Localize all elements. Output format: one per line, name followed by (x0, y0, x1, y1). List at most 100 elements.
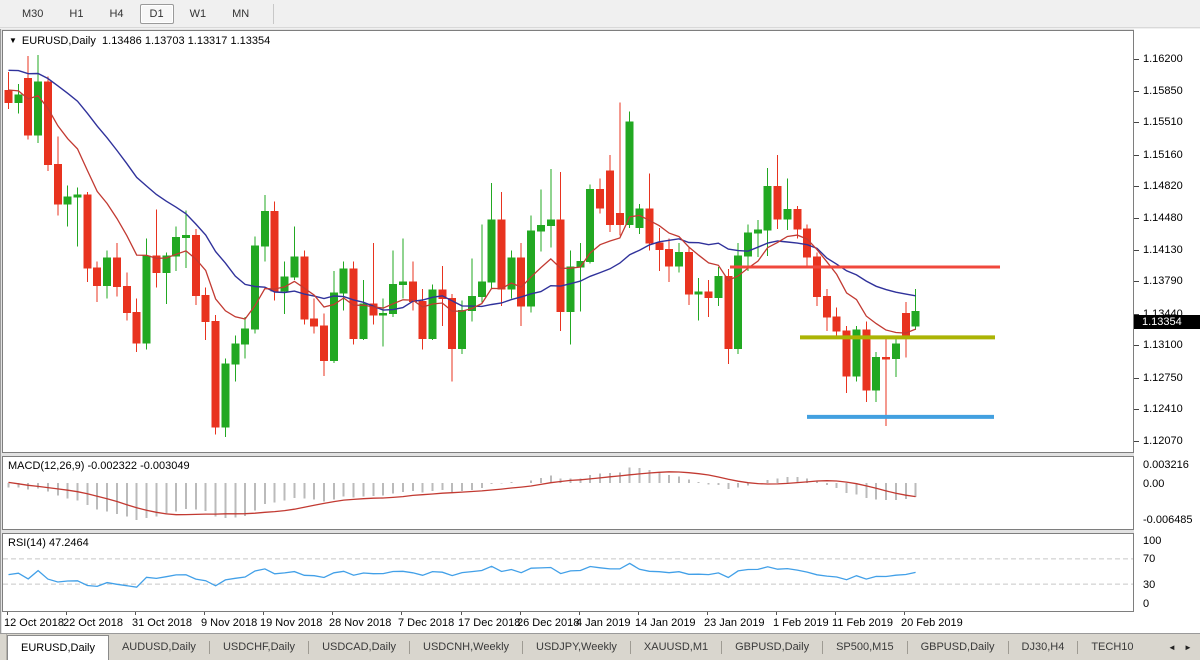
timeframe-button-m30[interactable]: M30 (22, 7, 44, 20)
tab-separator (629, 640, 631, 654)
timeframe-toolbar: M30 H1 H4 D1 W1 MN (0, 0, 1200, 28)
candlestick-chart[interactable] (3, 31, 1133, 452)
tab-scroll-right-icon[interactable]: ► (1184, 642, 1192, 652)
chart-title: ▼ EURUSD,Daily 1.13486 1.13703 1.13317 1.… (9, 35, 270, 47)
price-tick-label: 1.14480 (1143, 212, 1183, 224)
time-tick-label: 12 Oct 2018 (4, 617, 64, 629)
time-tick-mark (332, 612, 333, 615)
tab-separator (1077, 640, 1079, 654)
chart-tab[interactable]: USDCNH,Weekly (423, 641, 510, 653)
chart-tab[interactable]: USDCHF,Daily (222, 641, 296, 653)
price-axis[interactable]: 1.13354 1.16200 1.15850 1.15510 1.15160 1.14… (1134, 29, 1200, 633)
timeframe-button-h4[interactable]: H4 (109, 7, 124, 20)
price-tick-label: 1.13790 (1143, 275, 1183, 287)
time-tick-mark (204, 612, 205, 615)
time-tick-label: 14 Jan 2019 (635, 617, 696, 629)
chart-tab[interactable]: DJ30,H4 (1021, 641, 1065, 653)
chart-symbol-label: EURUSD,Daily (21, 35, 96, 47)
price-tick-mark (1134, 441, 1139, 442)
time-tick-mark (263, 612, 264, 615)
price-tick-mark (1134, 59, 1139, 60)
time-tick-mark (7, 612, 8, 615)
price-tick-mark (1134, 250, 1139, 251)
time-tick-mark (904, 612, 905, 615)
macd-label: MACD(12,26,9) -0.002322 -0.003049 (8, 460, 190, 472)
price-tick-mark (1134, 378, 1139, 379)
time-tick-label: 17 Dec 2018 (458, 617, 521, 629)
time-tick-label: 22 Oct 2018 (63, 617, 123, 629)
tab-separator (822, 640, 824, 654)
price-tick-label: 1.13440 (1143, 308, 1183, 320)
time-tick-label: 28 Nov 2018 (329, 617, 392, 629)
price-tick-label: 1.15850 (1143, 85, 1183, 97)
timeframe-button-mn[interactable]: MN (232, 7, 250, 20)
chart-tab[interactable]: GBPUSD,Daily (920, 641, 995, 653)
time-tick-label: 20 Feb 2019 (901, 617, 963, 629)
chart-ohlc-values: 1.13486 1.13703 1.13317 1.13354 (102, 35, 271, 47)
price-tick-mark (1134, 122, 1139, 123)
time-tick-label: 11 Feb 2019 (832, 617, 893, 629)
time-tick-mark (835, 612, 836, 615)
price-tick-label: 1.14820 (1143, 180, 1183, 192)
price-tick-mark (1134, 218, 1139, 219)
rsi-tick-label: 70 (1143, 553, 1156, 565)
rsi-tick-label: 0 (1143, 598, 1150, 610)
rsi-label: RSI(14) 47.2464 (8, 537, 89, 549)
price-tick-label: 1.15510 (1143, 116, 1183, 128)
toolbar-separator (273, 3, 275, 24)
timeframe-button-h1[interactable]: H1 (69, 7, 84, 20)
time-axis[interactable]: 12 Oct 2018 22 Oct 2018 31 Oct 2018 9 Nov 2… (2, 612, 1134, 633)
time-tick-mark (401, 612, 402, 615)
timeframe-button-d1[interactable]: D1 (139, 3, 174, 24)
time-tick-label: 26 Dec 2018 (517, 617, 580, 629)
price-pane[interactable]: ▼ EURUSD,Daily 1.13486 1.13703 1.13317 1.… (2, 30, 1134, 453)
time-tick-label: 1 Feb 2019 (773, 617, 829, 629)
chart-tab[interactable]: USDJPY,Weekly (536, 641, 617, 653)
macd-chart[interactable] (3, 457, 1133, 529)
price-tick-label: 1.13100 (1143, 339, 1183, 351)
rsi-pane[interactable]: RSI(14) 47.2464 (2, 533, 1134, 612)
chart-tab[interactable]: EURUSD,Daily (7, 635, 109, 660)
time-tick-label: 31 Oct 2018 (132, 617, 192, 629)
tab-separator (308, 640, 310, 654)
price-tick-mark (1134, 186, 1139, 187)
chart-tab[interactable]: SP500,M15 (836, 641, 894, 653)
chart-window: ▼ EURUSD,Daily 1.13486 1.13703 1.13317 1.… (0, 29, 1200, 633)
macd-pane[interactable]: MACD(12,26,9) -0.002322 -0.003049 (2, 456, 1134, 530)
time-tick-mark (707, 612, 708, 615)
current-price-tag: 1.13354 (1134, 315, 1200, 329)
chart-tab[interactable]: USDCAD,Daily (322, 641, 397, 653)
price-tick-label: 1.12410 (1143, 403, 1183, 415)
timeframe-button-w1[interactable]: W1 (189, 7, 207, 20)
price-tick-mark (1134, 409, 1139, 410)
price-tick-label: 1.12070 (1143, 435, 1183, 447)
chart-tab[interactable]: AUDUSD,Daily (121, 641, 196, 653)
tab-separator (208, 640, 210, 654)
tab-separator (522, 640, 524, 654)
time-tick-mark (66, 612, 67, 615)
time-tick-label: 23 Jan 2019 (704, 617, 765, 629)
time-tick-mark (520, 612, 521, 615)
chart-tab[interactable]: GBPUSD,Daily (735, 641, 810, 653)
time-tick-mark (461, 612, 462, 615)
chart-tab[interactable]: XAUUSD,M1 (643, 641, 709, 653)
chart-tab[interactable]: TECH10 (1091, 641, 1134, 653)
rsi-chart[interactable] (3, 534, 1133, 611)
tab-scroll-left-icon[interactable]: ◄ (1168, 642, 1176, 652)
chart-collapse-icon[interactable]: ▼ (9, 36, 17, 45)
rsi-tick-label: 100 (1143, 535, 1162, 547)
time-tick-label: 9 Nov 2018 (201, 617, 258, 629)
price-tick-label: 1.16200 (1143, 53, 1183, 65)
tab-scroll-arrows: ◄ ► (1164, 634, 1200, 660)
macd-tick-label: 0.003216 (1143, 459, 1189, 471)
price-tick-label: 1.14130 (1143, 244, 1183, 256)
price-tick-label: 1.12750 (1143, 372, 1183, 384)
time-tick-label: 4 Jan 2019 (576, 617, 631, 629)
price-tick-mark (1134, 314, 1139, 315)
macd-tick-label: -0.006485 (1143, 514, 1193, 526)
timeframe-button-group: M30 H1 H4 D1 W1 MN (12, 3, 265, 24)
chart-tab-bar: EURUSD,Daily AUDUSD,Daily USDCHF,Daily USDC… (0, 633, 1200, 660)
time-tick-label: 19 Nov 2018 (260, 617, 323, 629)
rsi-tick-label: 30 (1143, 579, 1156, 591)
